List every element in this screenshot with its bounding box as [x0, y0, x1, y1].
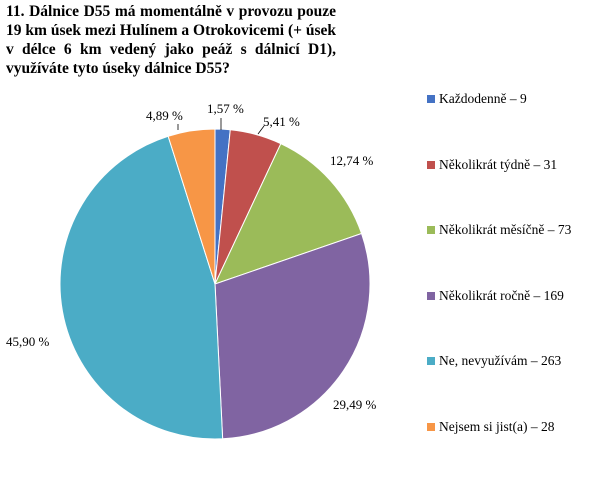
data-label: 12,74 %	[330, 153, 374, 168]
data-label: 4,89 %	[146, 108, 183, 123]
data-label: 29,49 %	[333, 397, 377, 412]
pie-slice	[59, 135, 224, 440]
data-label: 45,90 %	[6, 334, 50, 349]
chart-title: 11. Dálnice D55 má momentálně v provozu …	[6, 3, 336, 77]
pie-slice	[214, 232, 371, 440]
leader-line	[257, 125, 265, 135]
legend-item: Několikrát měsíčně – 73	[427, 219, 571, 241]
leader-lines	[177, 118, 265, 135]
legend-swatch	[427, 160, 435, 169]
legend-swatch	[427, 291, 435, 300]
legend-label: Nejsem si jist(a) – 28	[439, 418, 555, 434]
pie-slice	[167, 128, 216, 285]
legend-item: Každodenně – 9	[427, 88, 571, 110]
data-label: 1,57 %	[207, 101, 244, 116]
legend-label: Ne, nevyužívám – 263	[439, 353, 562, 368]
legend-item: Několikrát týdně – 31	[427, 154, 571, 176]
legend-label: Několikrát ročně – 169	[439, 287, 564, 303]
legend-item: Ne, nevyužívám – 263	[427, 350, 571, 372]
data-label: 5,41 %	[263, 114, 300, 129]
legend-swatch	[427, 422, 435, 431]
legend-label: Několikrát týdně – 31	[439, 156, 558, 172]
legend: Každodenně – 9 Několikrát týdně – 31 Někol…	[427, 88, 571, 481]
legend-item: Několikrát ročně – 169	[427, 285, 571, 307]
pie-chart: 1,57 % 5,41 % 12,74 % 29,49 % 45,90 % 4,89 %	[6, 101, 377, 440]
pie-slices	[59, 128, 371, 440]
legend-item: Nejsem si jist(a) – 28	[427, 416, 571, 438]
data-labels: 1,57 % 5,41 % 12,74 % 29,49 % 45,90 % 4,89 %	[6, 101, 377, 412]
pie-slice	[214, 143, 363, 285]
legend-swatch	[427, 357, 435, 365]
legend-label: Každodenně – 9	[439, 91, 527, 106]
legend-swatch	[427, 226, 435, 234]
legend-label: Několikrát měsíčně – 73	[439, 222, 572, 237]
legend-swatch	[427, 95, 435, 103]
